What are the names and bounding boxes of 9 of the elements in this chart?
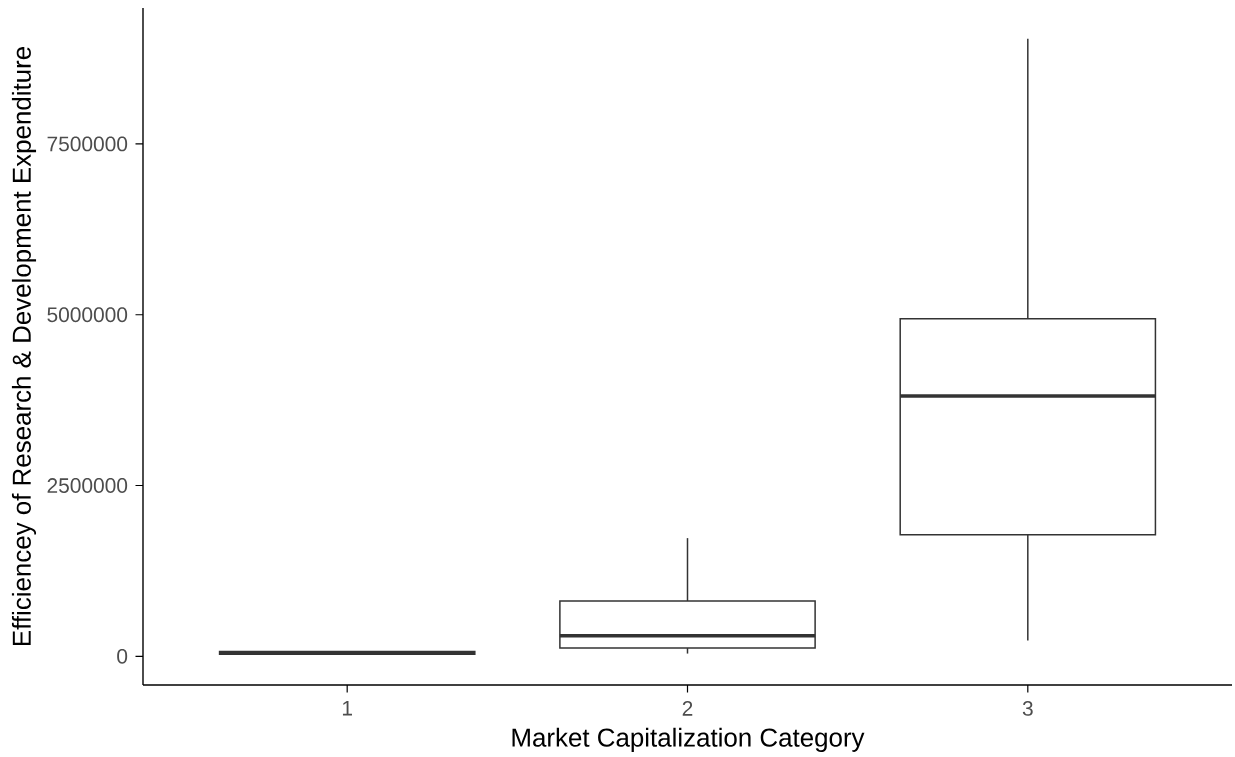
y-tick-label: 0 <box>117 648 128 664</box>
y-axis-title: Efficiencey of Research & Development Expenditure <box>11 47 37 646</box>
y-tick-label: 7500000 <box>47 136 128 152</box>
y-tick-label: 2500000 <box>47 478 128 493</box>
x-tick-label: 2 <box>682 701 693 716</box>
x-tick-label: 1 <box>342 701 352 716</box>
y-tick-label: 5000000 <box>47 307 128 323</box>
x-axis-title: Market Capitalization Category <box>512 727 865 752</box>
x-tick-label: 3 <box>1022 701 1033 716</box>
